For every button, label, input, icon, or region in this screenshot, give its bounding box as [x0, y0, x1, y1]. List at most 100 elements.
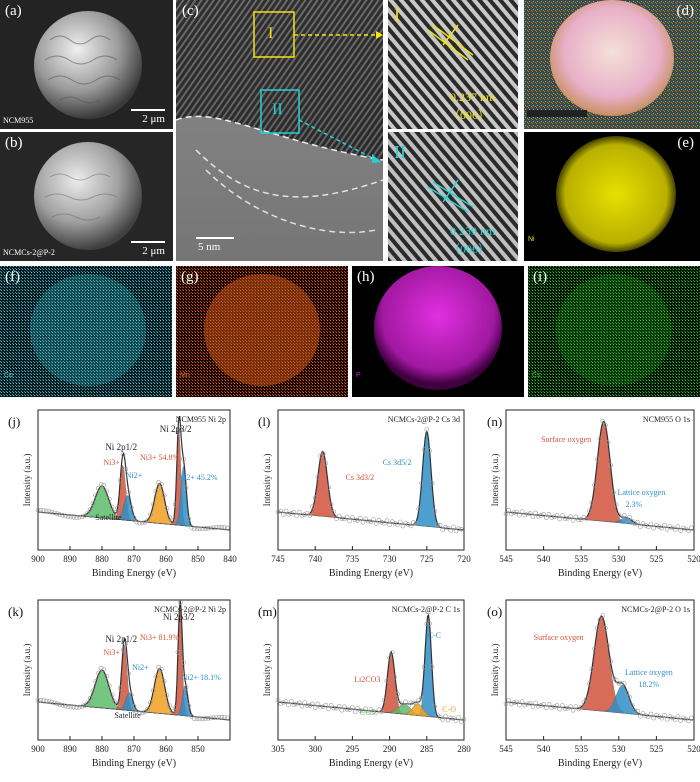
data-point [331, 509, 337, 515]
data-point [137, 520, 142, 526]
data-point [112, 510, 118, 515]
data-point [326, 706, 331, 712]
data-point [286, 511, 291, 517]
data-point [109, 504, 115, 510]
data-point [384, 678, 390, 684]
data-point [686, 528, 691, 534]
data-point [543, 705, 549, 711]
data-point [344, 514, 350, 520]
data-point [175, 650, 181, 655]
data-point [323, 702, 329, 708]
data-point [41, 508, 46, 513]
data-point [578, 517, 584, 522]
data-point [624, 690, 630, 696]
data-point [451, 524, 456, 530]
tick-label-o-545: 545 [499, 744, 513, 754]
ann-j-5: Ni2+ 45.2% [178, 473, 218, 482]
scalebar-b [131, 241, 165, 243]
data-point [440, 717, 446, 722]
data-point [131, 515, 137, 520]
ann-j-2: Ni3+ [103, 458, 120, 467]
fringe-panel-i: I 0.237 nm （006） [388, 0, 518, 129]
data-point [445, 717, 451, 723]
element-tag-mn: Mn [180, 372, 190, 379]
data-point [131, 703, 137, 709]
y-axis-label-j: Intensity (a.u.) [22, 454, 32, 507]
sem-panel-a: (a) NCM955 2 μm [0, 0, 173, 129]
data-point [533, 510, 538, 516]
y-axis-label-l: Intensity (a.u.) [262, 454, 272, 507]
data-point [643, 713, 649, 718]
hrtem-image [176, 0, 383, 261]
data-point [629, 518, 635, 524]
data-point [205, 715, 211, 721]
panel-label-g: (g) [181, 269, 199, 285]
data-point [592, 646, 597, 652]
eds-panel-h: (h) P [352, 266, 524, 397]
data-point [159, 666, 164, 672]
data-point [551, 704, 557, 710]
data-point [514, 509, 520, 515]
data-point [656, 524, 662, 529]
data-point [318, 704, 323, 710]
data-point [118, 477, 123, 483]
data-point [461, 716, 467, 722]
data-point [408, 700, 414, 706]
xps-chart-l: 745 740 735 730 725 720 Binding Energy (eV) Int… [258, 409, 471, 579]
data-point [608, 463, 614, 468]
data-point [560, 703, 565, 708]
y-axis-label-k: Intensity (a.u.) [22, 644, 32, 697]
data-point [419, 695, 424, 701]
data-point [541, 512, 546, 517]
data-point [432, 508, 438, 514]
ann-m-1: C=O [359, 708, 375, 717]
data-point [288, 699, 294, 704]
tick-label-m-295: 295 [346, 744, 360, 754]
data-point [98, 665, 104, 671]
data-point [403, 699, 408, 705]
data-point [392, 521, 398, 526]
data-point [46, 699, 52, 704]
data-point [416, 506, 422, 511]
data-point [175, 429, 181, 435]
tick-label-m-290: 290 [383, 744, 397, 754]
data-point [648, 521, 654, 527]
data-point [546, 512, 552, 517]
data-point [358, 708, 363, 713]
data-point [654, 712, 659, 718]
data-point [358, 516, 363, 521]
scalebar-a [131, 109, 165, 111]
tick-label-k-900: 900 [31, 744, 45, 754]
data-point [381, 697, 387, 703]
panel-label-d: (d) [676, 3, 695, 19]
tick-label-n-545: 545 [499, 554, 513, 564]
eds-panel-d: (d) [524, 0, 700, 129]
data-point [57, 702, 63, 707]
data-point [613, 678, 619, 683]
ann-k-0: Ni 2p1/2 [105, 634, 137, 644]
data-point [189, 525, 194, 530]
data-point [307, 513, 313, 518]
data-point [79, 514, 85, 520]
data-point [219, 525, 225, 530]
data-point [379, 709, 384, 715]
data-point [387, 655, 392, 661]
data-point [586, 681, 592, 687]
tick-label-l-740: 740 [308, 554, 322, 564]
data-point [222, 715, 227, 720]
data-point [435, 522, 440, 528]
data-point [126, 671, 131, 677]
data-point [280, 700, 286, 705]
data-point [291, 702, 297, 707]
ann-j-1: Ni 2p3/2 [160, 424, 192, 434]
panel-label-e: (e) [677, 135, 694, 151]
data-point [675, 524, 681, 529]
eds-panel-i: (i) Cs [528, 266, 700, 397]
data-point [527, 700, 533, 706]
ann-j-3: Ni2+ [126, 471, 143, 480]
data-point [339, 516, 345, 522]
y-axis-label-o: Intensity (a.u.) [490, 644, 500, 697]
data-point [519, 699, 525, 704]
region-label-i: I [268, 25, 274, 42]
data-point [608, 658, 614, 664]
